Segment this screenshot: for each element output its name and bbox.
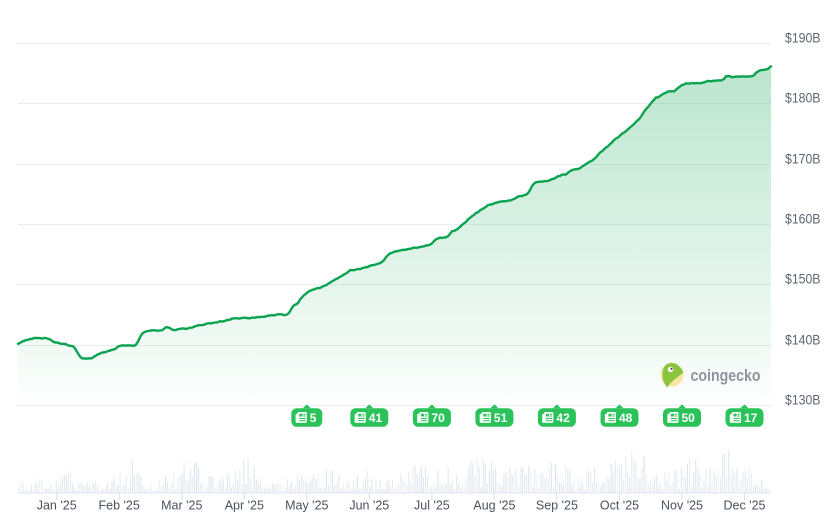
svg-text:70: 70 [431,411,445,425]
svg-text:50: 50 [682,411,696,425]
svg-text:$160B: $160B [785,211,821,227]
svg-text:$190B: $190B [785,30,821,46]
svg-text:Apr '25: Apr '25 [225,499,264,513]
svg-text:5: 5 [310,411,317,425]
svg-text:Jul '25: Jul '25 [414,499,450,513]
svg-text:Jan '25: Jan '25 [37,499,77,513]
svg-text:51: 51 [494,411,508,425]
svg-text:42: 42 [556,411,570,425]
svg-text:Jun '25: Jun '25 [349,499,389,513]
svg-text:$180B: $180B [785,90,821,106]
svg-text:$170B: $170B [785,151,821,167]
svg-text:Feb '25: Feb '25 [99,499,140,513]
svg-text:$130B: $130B [785,392,821,408]
svg-text:Dec '25: Dec '25 [724,499,766,513]
svg-text:48: 48 [619,411,633,425]
svg-text:Nov '25: Nov '25 [661,499,703,513]
svg-text:Aug '25: Aug '25 [473,499,515,513]
svg-text:Oct '25: Oct '25 [600,499,639,513]
svg-text:41: 41 [369,411,383,425]
svg-text:Sep '25: Sep '25 [536,499,578,513]
svg-text:Mar '25: Mar '25 [161,499,202,513]
svg-text:$150B: $150B [785,271,821,287]
svg-text:17: 17 [744,411,758,425]
svg-text:coingecko: coingecko [691,367,761,385]
svg-text:May '25: May '25 [285,499,328,513]
svg-text:$140B: $140B [785,332,821,348]
